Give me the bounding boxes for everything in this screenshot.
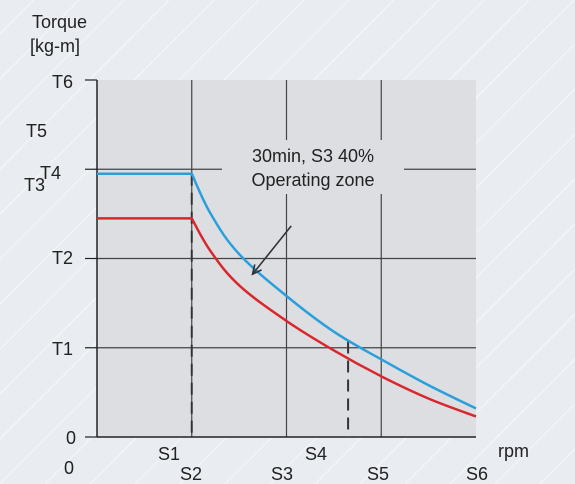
background-diagonal <box>404 313 575 484</box>
y-tick-label-t4: T4 <box>40 163 61 183</box>
background-diagonal <box>449 358 575 484</box>
annotation-arrow-shaft <box>251 225 292 275</box>
y-tick-label-t3: T3 <box>24 175 45 195</box>
x-tick-label-s5: S5 <box>367 464 389 484</box>
annotation-line-2: Operating zone <box>251 170 374 190</box>
y-axis-title-line-1: Torque <box>32 12 87 32</box>
y-tick-label-t2: T2 <box>52 248 73 268</box>
series-line-1 <box>97 172 477 410</box>
background-diagonal <box>494 403 575 484</box>
x-tick-label-s2: S2 <box>180 464 202 484</box>
y-tick-label-t5: T5 <box>26 121 47 141</box>
y-tick-label-0: 0 <box>66 428 76 448</box>
x-tick-label-s4: S4 <box>305 444 327 464</box>
x-tick-label-s6: S6 <box>466 464 488 484</box>
annotation-arrowhead <box>251 264 262 276</box>
x-tick-label-0: 0 <box>64 458 74 478</box>
background-diagonal <box>0 0 170 170</box>
y-tick-label-t6: T6 <box>52 72 73 92</box>
x-tick-label-s3: S3 <box>271 464 293 484</box>
y-tick-label-t1: T1 <box>52 339 73 359</box>
annotation-background <box>222 140 404 194</box>
background-diagonal <box>0 0 125 125</box>
annotation-line-1: 30min, S3 40% <box>252 146 374 166</box>
y-axis-title-line-2: [kg-m] <box>30 36 80 56</box>
series-line-2 <box>97 217 477 418</box>
x-axis-title: rpm <box>498 441 529 461</box>
x-tick-label-s1: S1 <box>158 444 180 464</box>
